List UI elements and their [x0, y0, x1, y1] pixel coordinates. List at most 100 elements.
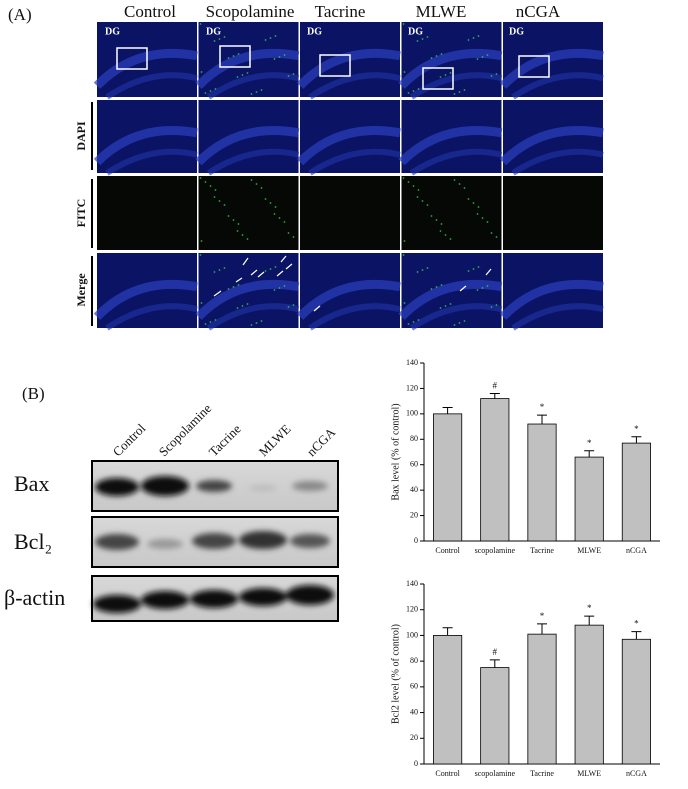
- tissue-band: [206, 303, 300, 331]
- x-tick-label: Tacrine: [530, 546, 554, 555]
- signal: [458, 183, 461, 185]
- signal: [477, 266, 480, 268]
- signal: [417, 319, 420, 321]
- signal: [402, 254, 405, 256]
- signal: [440, 223, 443, 225]
- bar: [433, 635, 463, 765]
- signal: [273, 289, 276, 291]
- y-tick-label: 0: [414, 759, 418, 768]
- column-header: MLWE: [416, 2, 467, 21]
- signal: [204, 323, 207, 325]
- signal: [472, 202, 475, 204]
- tissue-band: [398, 126, 503, 166]
- signal: [449, 72, 452, 74]
- y-tick-label: 140: [406, 579, 418, 588]
- error-bar: [489, 393, 500, 399]
- lane-label: Scopolamine: [156, 400, 215, 459]
- signal: [407, 323, 410, 325]
- signal: [412, 321, 415, 323]
- tissue-band: [398, 279, 503, 320]
- signal: [218, 38, 221, 40]
- tissue-band: [308, 303, 401, 331]
- signal: [490, 306, 493, 308]
- signal: [227, 57, 230, 59]
- y-axis-label: Bax level (% of control): [390, 403, 401, 500]
- micrograph: [401, 176, 502, 250]
- signal: [250, 324, 253, 326]
- micrograph: [503, 176, 603, 250]
- signal: [440, 284, 443, 286]
- x-tick-label: Tacrine: [530, 769, 554, 778]
- significance-mark: *: [634, 619, 639, 629]
- row-label: Merge: [74, 273, 88, 307]
- significance-mark: *: [587, 603, 592, 613]
- signal: [476, 58, 479, 60]
- signal: [278, 217, 281, 219]
- blot: [91, 460, 339, 622]
- signal: [269, 268, 272, 270]
- signal: [421, 38, 424, 40]
- signal: [199, 177, 202, 179]
- y-tick-label: 20: [410, 510, 418, 519]
- signal: [260, 187, 263, 189]
- y-tick-label: 80: [410, 656, 418, 665]
- x-tick-label: nCGA: [626, 546, 647, 555]
- x-tick-label: Control: [435, 769, 460, 778]
- signal: [403, 240, 406, 242]
- signal: [269, 202, 272, 204]
- signal: [467, 198, 470, 200]
- signal: [209, 90, 212, 92]
- signal: [486, 54, 489, 56]
- significance-mark: *: [540, 402, 545, 412]
- tissue-band: [195, 126, 300, 166]
- bar: [574, 456, 604, 542]
- x-tick-label: nCGA: [626, 769, 647, 778]
- signal: [481, 217, 484, 219]
- signal: [453, 324, 456, 326]
- column-header: Scopolamine: [206, 2, 295, 21]
- signal: [287, 306, 290, 308]
- significance-mark: *: [587, 438, 592, 448]
- signal: [444, 234, 447, 236]
- signal: [274, 266, 277, 268]
- x-tick-label: MLWE: [577, 769, 601, 778]
- lane-label: Tacrine: [206, 421, 244, 459]
- tissue-band: [206, 72, 300, 100]
- signal: [292, 236, 295, 238]
- tissue-band: [409, 72, 503, 100]
- signal: [241, 234, 244, 236]
- blot-label: Bax: [14, 471, 49, 496]
- significance-mark: #: [493, 381, 498, 391]
- signal: [426, 36, 429, 38]
- signal: [269, 37, 272, 39]
- signal: [250, 179, 253, 181]
- signal: [486, 285, 489, 287]
- signal: [495, 304, 498, 306]
- signal: [495, 73, 498, 75]
- signal: [200, 240, 203, 242]
- error-bar: [631, 436, 642, 444]
- tissue-band: [511, 148, 604, 176]
- signal: [232, 286, 235, 288]
- blot-label: Bcl₂: [14, 529, 52, 554]
- tissue-band: [105, 148, 198, 176]
- signal: [246, 72, 249, 74]
- signal: [430, 288, 433, 290]
- signal: [236, 307, 239, 309]
- tissue-band: [511, 303, 604, 331]
- signal: [213, 271, 216, 273]
- bar: [480, 667, 510, 765]
- tissue-band: [499, 126, 604, 166]
- y-tick-label: 60: [410, 682, 418, 691]
- signal: [241, 74, 244, 76]
- signal: [477, 35, 480, 37]
- tissue-band: [409, 148, 503, 176]
- signal: [241, 305, 244, 307]
- tissue-band: [308, 72, 401, 100]
- significance-mark: #: [493, 647, 498, 657]
- y-tick-label: 40: [410, 485, 418, 494]
- signal: [223, 36, 226, 38]
- x-tick-label: scopolamine: [475, 546, 516, 555]
- y-tick-label: 80: [410, 434, 418, 443]
- error-bar: [489, 659, 500, 668]
